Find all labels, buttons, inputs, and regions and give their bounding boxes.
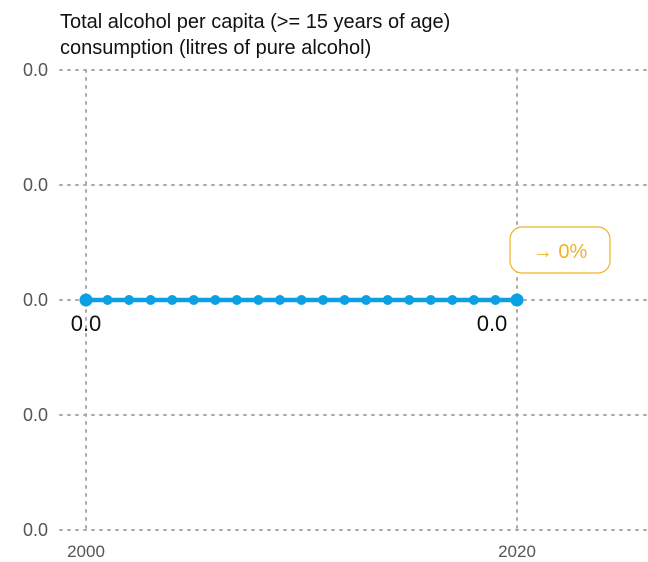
- data-point: [79, 293, 93, 307]
- change-badge: → 0%: [509, 226, 611, 274]
- y-axis-ticks: 0.0 0.0 0.0 0.0 0.0: [23, 60, 48, 540]
- data-point: [510, 293, 524, 307]
- data-point: [124, 295, 135, 305]
- data-point: [274, 295, 285, 305]
- data-point: [253, 295, 264, 305]
- change-badge-label: → 0%: [533, 241, 588, 263]
- x-tick-label: 2000: [67, 542, 105, 561]
- data-point: [404, 295, 415, 305]
- chart-title-line-2: consumption (litres of pure alcohol): [60, 37, 371, 59]
- data-point: [382, 295, 393, 305]
- x-tick-label: 2020: [498, 542, 536, 561]
- data-point: [318, 295, 329, 305]
- data-point: [231, 295, 242, 305]
- data-point: [296, 295, 307, 305]
- data-point: [447, 295, 458, 305]
- x-axis-ticks: 2000 2020: [67, 542, 536, 561]
- y-tick-label: 0.0: [23, 290, 48, 310]
- end-value-label: 0.0: [477, 311, 508, 336]
- change-badge-box: [509, 226, 611, 274]
- data-point: [468, 295, 479, 305]
- chart-title-line-1: Total alcohol per capita (>= 15 years of…: [60, 11, 450, 33]
- y-tick-label: 0.0: [23, 60, 48, 80]
- series-line: [79, 293, 524, 307]
- data-point: [210, 295, 221, 305]
- data-point: [167, 295, 178, 305]
- start-value-label: 0.0: [71, 311, 102, 336]
- data-point: [188, 295, 199, 305]
- data-point: [339, 295, 350, 305]
- gridlines: [59, 69, 648, 531]
- data-point: [102, 295, 113, 305]
- y-tick-label: 0.0: [23, 520, 48, 540]
- data-point: [425, 295, 436, 305]
- data-point: [490, 295, 501, 305]
- data-point: [361, 295, 372, 305]
- y-tick-label: 0.0: [23, 405, 48, 425]
- y-tick-label: 0.0: [23, 175, 48, 195]
- data-point: [145, 295, 156, 305]
